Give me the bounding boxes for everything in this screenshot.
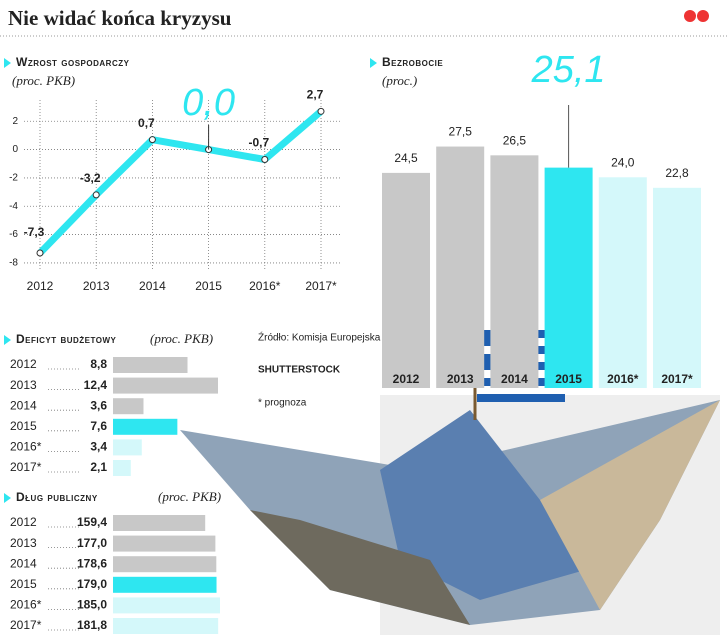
y-tick-label: 2017* <box>10 618 42 632</box>
x-tick-label: 2015 <box>195 279 222 293</box>
x-tick-label: 2015 <box>555 372 582 386</box>
y-tick-label: 2014 <box>10 556 37 570</box>
logo <box>697 10 709 22</box>
bar <box>436 146 485 388</box>
bar <box>113 357 188 373</box>
y-tick-label: -6 <box>9 229 18 240</box>
x-tick-label: 2017* <box>305 279 337 293</box>
chart-title: Deficyt budżetowy <box>16 332 117 346</box>
bar <box>113 377 218 394</box>
y-tick-label: 2015 <box>10 577 37 591</box>
y-tick-label: -2 <box>9 173 18 184</box>
value-label: 178,6 <box>77 556 107 570</box>
value-label: -0,7 <box>248 136 269 150</box>
y-tick-label: 2017* <box>10 460 42 474</box>
note: * prognoza <box>258 398 307 409</box>
bar <box>113 515 206 531</box>
x-tick-label: 2013 <box>447 372 474 386</box>
value-label: 7,6 <box>90 419 107 433</box>
value-label: 2,7 <box>307 88 324 102</box>
x-tick-label: 2016* <box>607 372 639 386</box>
bar <box>113 398 144 415</box>
value-label: 0,7 <box>138 116 155 130</box>
page-title: Nie widać końca kryzysu <box>8 6 232 30</box>
bar <box>544 167 593 388</box>
value-label: 185,0 <box>77 598 107 612</box>
value-label: -3,2 <box>80 171 101 185</box>
x-tick-label: 2013 <box>83 279 110 293</box>
value-label: -7,3 <box>24 225 45 239</box>
value-label: 24,5 <box>394 151 418 165</box>
y-tick-label: 2014 <box>10 398 37 412</box>
bullet <box>4 58 11 68</box>
value-label: 27,5 <box>449 125 473 139</box>
source: Źródło: Komisja Europejska <box>258 331 381 344</box>
chart-subtitle: (proc. PKB) <box>12 73 75 88</box>
value-label: 177,0 <box>77 536 107 550</box>
bar <box>113 576 217 593</box>
line <box>37 108 324 256</box>
y-tick-label: -8 <box>9 258 18 269</box>
y-tick-label: 2012 <box>10 515 37 529</box>
bullet <box>4 493 11 503</box>
bullet <box>4 335 11 345</box>
chart-subtitle: (proc. PKB) <box>158 489 221 504</box>
value-label: 3,6 <box>90 398 107 412</box>
logo <box>684 10 696 22</box>
value-label: 179,0 <box>77 577 107 591</box>
value-label: 25,1 <box>531 49 606 91</box>
y-tick-label: 2013 <box>10 378 37 392</box>
value-label: 0,0 <box>182 82 235 124</box>
y-tick-label: 2 <box>12 116 18 127</box>
bar <box>653 187 701 388</box>
chart-subtitle: (proc. PKB) <box>150 331 213 346</box>
bar <box>113 535 216 552</box>
value-label: 3,4 <box>90 440 107 454</box>
chart-title: Wzrost gospodarczy <box>16 55 130 69</box>
y-tick-label: -4 <box>9 201 18 212</box>
chart-title: Bezrobocie <box>382 55 443 69</box>
x-tick-label: 2012 <box>393 372 420 386</box>
x-tick-label: 2017* <box>661 372 693 386</box>
value-label: 2,1 <box>90 460 107 474</box>
bar <box>113 556 217 573</box>
bar <box>382 172 430 388</box>
value-label: 26,5 <box>503 134 527 148</box>
point <box>261 156 269 163</box>
chart-title: Dług publiczny <box>16 490 98 504</box>
value-label: 12,4 <box>84 378 108 392</box>
bar <box>113 439 142 456</box>
x-tick-label: 2012 <box>27 279 54 293</box>
point <box>148 136 156 144</box>
bar <box>113 418 178 435</box>
y-tick-label: 2012 <box>10 357 37 371</box>
value-label: 8,8 <box>90 357 107 371</box>
y-tick-label: 2013 <box>10 536 37 550</box>
x-tick-label: 2016* <box>249 279 281 293</box>
value-label: 24,0 <box>611 155 635 169</box>
bullet <box>370 58 377 68</box>
chart-subtitle: (proc.) <box>382 73 417 88</box>
y-tick-label: 2016* <box>10 440 42 454</box>
value-label: 22,8 <box>665 166 689 180</box>
y-tick-label: 2015 <box>10 419 37 433</box>
x-tick-label: 2014 <box>501 372 528 386</box>
bar <box>113 597 220 614</box>
y-tick-label: 0 <box>12 144 18 155</box>
point <box>92 191 100 199</box>
bar <box>490 155 539 388</box>
photo-credit: SHUTTERSTOCK <box>258 365 341 376</box>
value-label: 159,4 <box>77 515 107 529</box>
point <box>36 249 44 257</box>
bar <box>113 460 131 476</box>
point <box>317 107 325 115</box>
y-tick-label: 2016* <box>10 598 42 612</box>
bar <box>598 177 647 388</box>
value-label: 181,8 <box>77 618 107 632</box>
bar <box>113 618 219 634</box>
x-tick-label: 2014 <box>139 279 166 293</box>
